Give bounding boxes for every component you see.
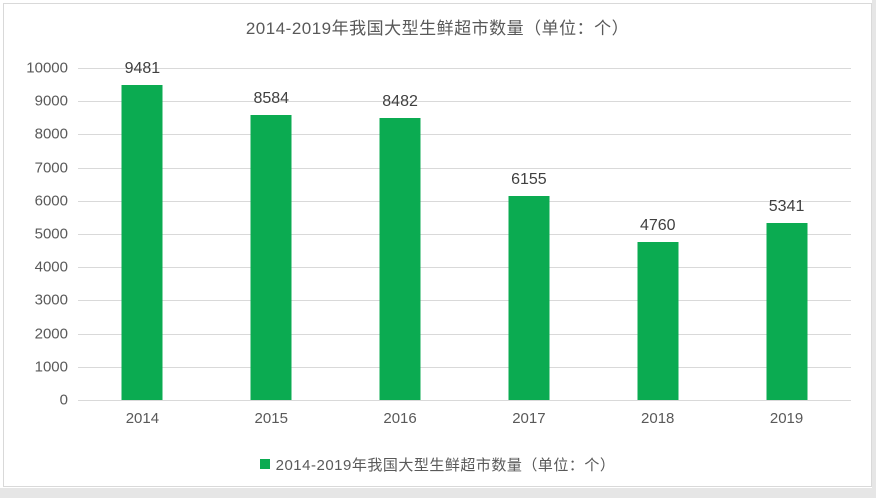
value-label-2015: 8584 bbox=[253, 90, 290, 108]
gridline bbox=[78, 366, 851, 368]
bar-2016 bbox=[379, 118, 421, 400]
bar-2014 bbox=[121, 85, 163, 400]
gridline bbox=[78, 101, 851, 103]
y-axis-tick-label: 9000 bbox=[34, 92, 68, 110]
gridline bbox=[78, 167, 851, 169]
y-axis-tick-label: 4000 bbox=[34, 258, 68, 276]
y-axis-tick-label: 2000 bbox=[34, 325, 68, 343]
bar-2019 bbox=[766, 222, 808, 400]
plot-area: 9481 8584 8482 6155 4760 5341 bbox=[78, 60, 851, 401]
y-axis-tick-label: 5000 bbox=[34, 225, 68, 243]
x-axis-tick-label: 2019 bbox=[769, 410, 804, 427]
gridline bbox=[78, 134, 851, 136]
y-axis-tick-label: 8000 bbox=[34, 125, 68, 143]
y-axis-tick-label: 1000 bbox=[34, 358, 68, 376]
value-label-2019: 5341 bbox=[768, 197, 805, 215]
y-axis-tick-label: 3000 bbox=[34, 291, 68, 309]
page-bottom-strip bbox=[0, 488, 876, 498]
y-axis-tick-label: 7000 bbox=[34, 159, 68, 177]
y-axis-tick-label: 0 bbox=[59, 391, 68, 409]
value-label-2016: 8482 bbox=[382, 93, 418, 111]
page-right-strip bbox=[872, 0, 876, 498]
x-axis-line bbox=[78, 400, 851, 401]
bar-2018 bbox=[637, 241, 679, 400]
gridline bbox=[78, 234, 851, 235]
gridline bbox=[78, 68, 851, 69]
x-axis-tick-label: 2014 bbox=[125, 410, 160, 427]
y-axis: 10000 9000 8000 7000 6000 5000 4000 3000 2000 100… bbox=[10, 60, 68, 409]
legend: 2014-2019年我国大型生鲜超市数量（单位：个） bbox=[4, 454, 871, 474]
value-label-2017: 6155 bbox=[511, 170, 547, 188]
value-label-2014: 9481 bbox=[124, 60, 161, 78]
gridline bbox=[78, 267, 851, 269]
x-axis-tick-label: 2016 bbox=[383, 410, 417, 427]
legend-label: 2014-2019年我国大型生鲜超市数量（单位：个） bbox=[275, 456, 616, 474]
chart-title: 2014-2019年我国大型生鲜超市数量（单位：个） bbox=[245, 19, 630, 38]
y-axis-tick-label: 6000 bbox=[34, 192, 68, 210]
bar-2017 bbox=[508, 195, 550, 400]
gridline bbox=[78, 333, 851, 335]
gridline bbox=[78, 200, 851, 202]
x-axis-tick-label: 2015 bbox=[254, 410, 288, 427]
legend-swatch-icon bbox=[259, 459, 270, 469]
x-axis: 2014 2015 2016 2017 2018 2019 bbox=[78, 410, 851, 430]
value-label-2018: 4760 bbox=[639, 216, 676, 234]
chart-frame: 2014-2019年我国大型生鲜超市数量（单位：个） 10000 9000 8000… bbox=[3, 3, 872, 487]
gridline bbox=[78, 300, 851, 302]
x-axis-tick-label: 2018 bbox=[641, 410, 675, 427]
x-axis-tick-label: 2017 bbox=[512, 410, 546, 427]
bar-2015 bbox=[250, 115, 292, 400]
y-axis-tick-label: 10000 bbox=[26, 59, 68, 77]
